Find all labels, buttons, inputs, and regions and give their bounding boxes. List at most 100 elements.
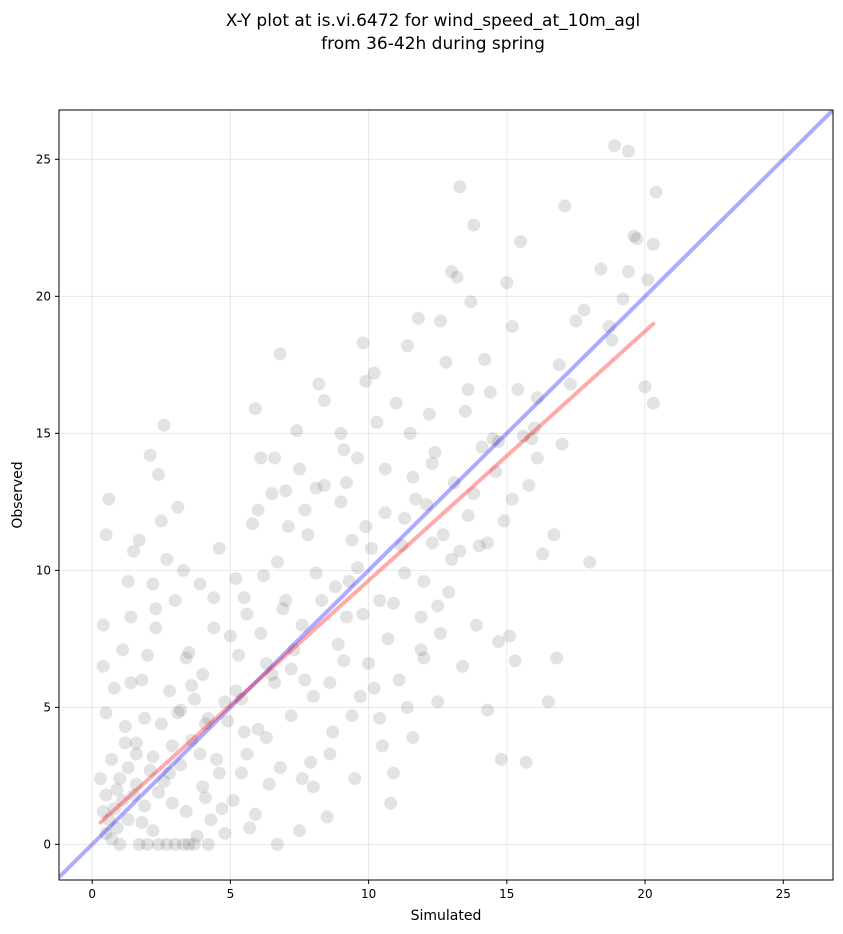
data-point: [356, 336, 370, 350]
data-point: [414, 643, 428, 657]
data-point: [511, 383, 525, 397]
data-point: [373, 593, 387, 607]
one-to-one-line: [59, 110, 833, 879]
data-point: [312, 377, 326, 391]
data-point: [389, 396, 403, 410]
data-point: [400, 700, 414, 714]
data-point: [93, 772, 107, 786]
data-point: [290, 424, 304, 438]
data-point: [326, 725, 340, 739]
data-point: [234, 692, 248, 706]
data-point: [223, 629, 237, 643]
data-point: [240, 607, 254, 621]
data-point: [608, 139, 622, 153]
data-point: [472, 539, 486, 553]
grid-lines: [59, 110, 833, 880]
data-point: [309, 481, 323, 495]
data-point: [265, 667, 279, 681]
data-point: [337, 654, 351, 668]
data-point: [201, 837, 215, 851]
data-point: [190, 829, 204, 843]
chart-title-line-1: X-Y plot at is.vi.6472 for wind_speed_at…: [226, 11, 641, 31]
data-point: [105, 752, 119, 766]
data-point: [373, 711, 387, 725]
data-point: [320, 810, 334, 824]
data-point: [160, 552, 174, 566]
data-point: [400, 339, 414, 353]
data-point: [157, 418, 171, 432]
y-tick-label: 20: [36, 289, 51, 303]
data-point: [221, 714, 235, 728]
x-tick-label: 15: [499, 887, 514, 901]
data-point: [445, 552, 459, 566]
data-point: [375, 739, 389, 753]
data-point: [187, 692, 201, 706]
y-tick-label: 0: [43, 837, 51, 851]
data-point: [273, 761, 287, 775]
data-point: [268, 451, 282, 465]
x-tick-label: 20: [637, 887, 652, 901]
data-point: [464, 295, 478, 309]
data-point: [317, 393, 331, 407]
data-point: [168, 593, 182, 607]
data-point: [281, 520, 295, 534]
data-point: [149, 602, 163, 616]
data-point: [359, 520, 373, 534]
data-point: [433, 626, 447, 640]
data-point: [259, 731, 273, 745]
data-point: [552, 358, 566, 372]
data-point: [395, 539, 409, 553]
y-tick-label: 5: [43, 700, 51, 714]
data-point: [163, 684, 177, 698]
data-point: [337, 443, 351, 457]
data-point: [292, 824, 306, 838]
data-point: [99, 706, 113, 720]
data-point: [527, 421, 541, 435]
data-point: [467, 487, 481, 501]
data-point: [262, 777, 276, 791]
data-point: [489, 465, 503, 479]
plot-area-frame: [58, 109, 834, 881]
data-point: [414, 610, 428, 624]
data-point: [232, 648, 246, 662]
data-point: [110, 783, 124, 797]
data-point: [276, 602, 290, 616]
data-point: [129, 777, 143, 791]
x-axis-label: Simulated: [411, 908, 482, 924]
data-point: [121, 813, 135, 827]
chart-title-line-2: from 36-42h during spring: [321, 34, 545, 54]
data-point: [497, 514, 511, 528]
data-point: [530, 391, 544, 405]
data-point: [475, 440, 489, 454]
data-point: [176, 563, 190, 577]
data-point: [403, 426, 417, 440]
data-point: [494, 752, 508, 766]
data-point: [116, 643, 130, 657]
data-point: [96, 618, 110, 632]
data-point: [436, 528, 450, 542]
data-point: [193, 747, 207, 761]
data-point: [146, 577, 160, 591]
data-point: [146, 750, 160, 764]
data-point: [492, 635, 506, 649]
data-point: [160, 837, 174, 851]
data-point: [273, 347, 287, 361]
data-point: [323, 747, 337, 761]
data-point: [602, 319, 616, 333]
data-point: [630, 232, 644, 246]
data-point: [359, 374, 373, 388]
data-point: [425, 536, 439, 550]
data-point: [334, 426, 348, 440]
data-point: [152, 467, 166, 481]
data-point: [323, 676, 337, 690]
data-point: [646, 237, 660, 251]
data-point: [257, 569, 271, 583]
data-point: [207, 621, 221, 635]
data-point: [621, 144, 635, 158]
data-point: [301, 528, 315, 542]
data-point: [196, 667, 210, 681]
data-point: [116, 794, 130, 808]
data-point: [152, 785, 166, 799]
data-point: [127, 788, 141, 802]
data-point: [174, 703, 188, 717]
